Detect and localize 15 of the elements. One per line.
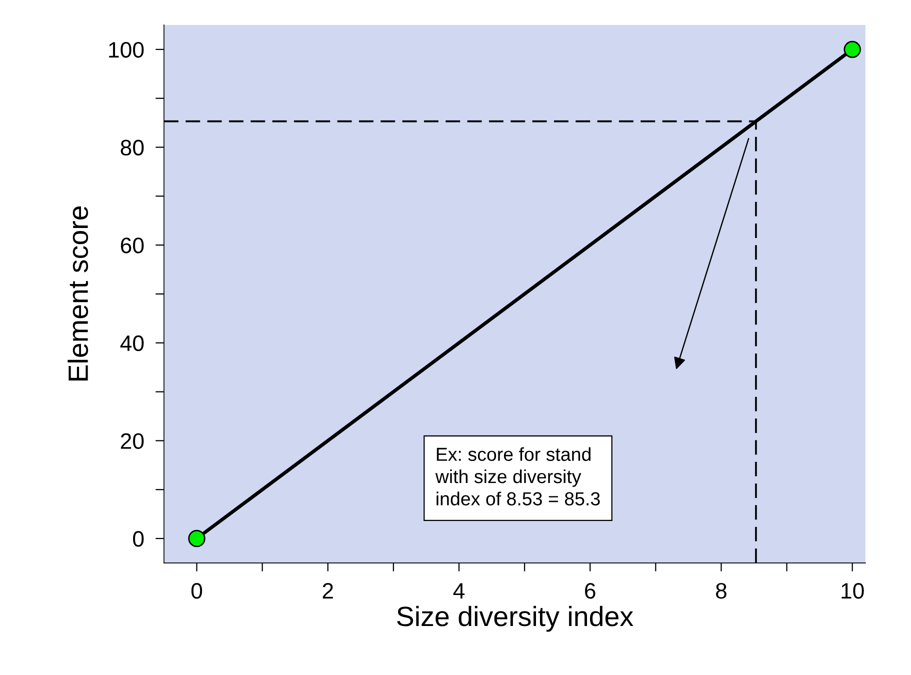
y-tick-label: 0	[133, 531, 144, 547]
x-tick-label: 0	[191, 582, 202, 599]
x-tick-label: 8	[716, 582, 726, 599]
y-axis-title: Element score	[68, 206, 88, 380]
y-tick-label: 40	[120, 335, 144, 352]
y-tick-label: 60	[120, 238, 144, 254]
x-axis-title: Size diversity index	[397, 606, 634, 632]
x-tick-label: 10	[842, 582, 864, 599]
x-tick-label: 4	[453, 583, 465, 598]
annotation: Ex: score for stand with size diversity index of 8.53 = 85.3	[435, 447, 600, 506]
x-tick-label: 2	[322, 582, 333, 598]
y-tick-label: 80	[120, 140, 144, 156]
x-tick-label: 6	[585, 582, 596, 599]
y-tick-label: 100	[109, 42, 144, 58]
y-tick-label: 20	[120, 433, 144, 449]
